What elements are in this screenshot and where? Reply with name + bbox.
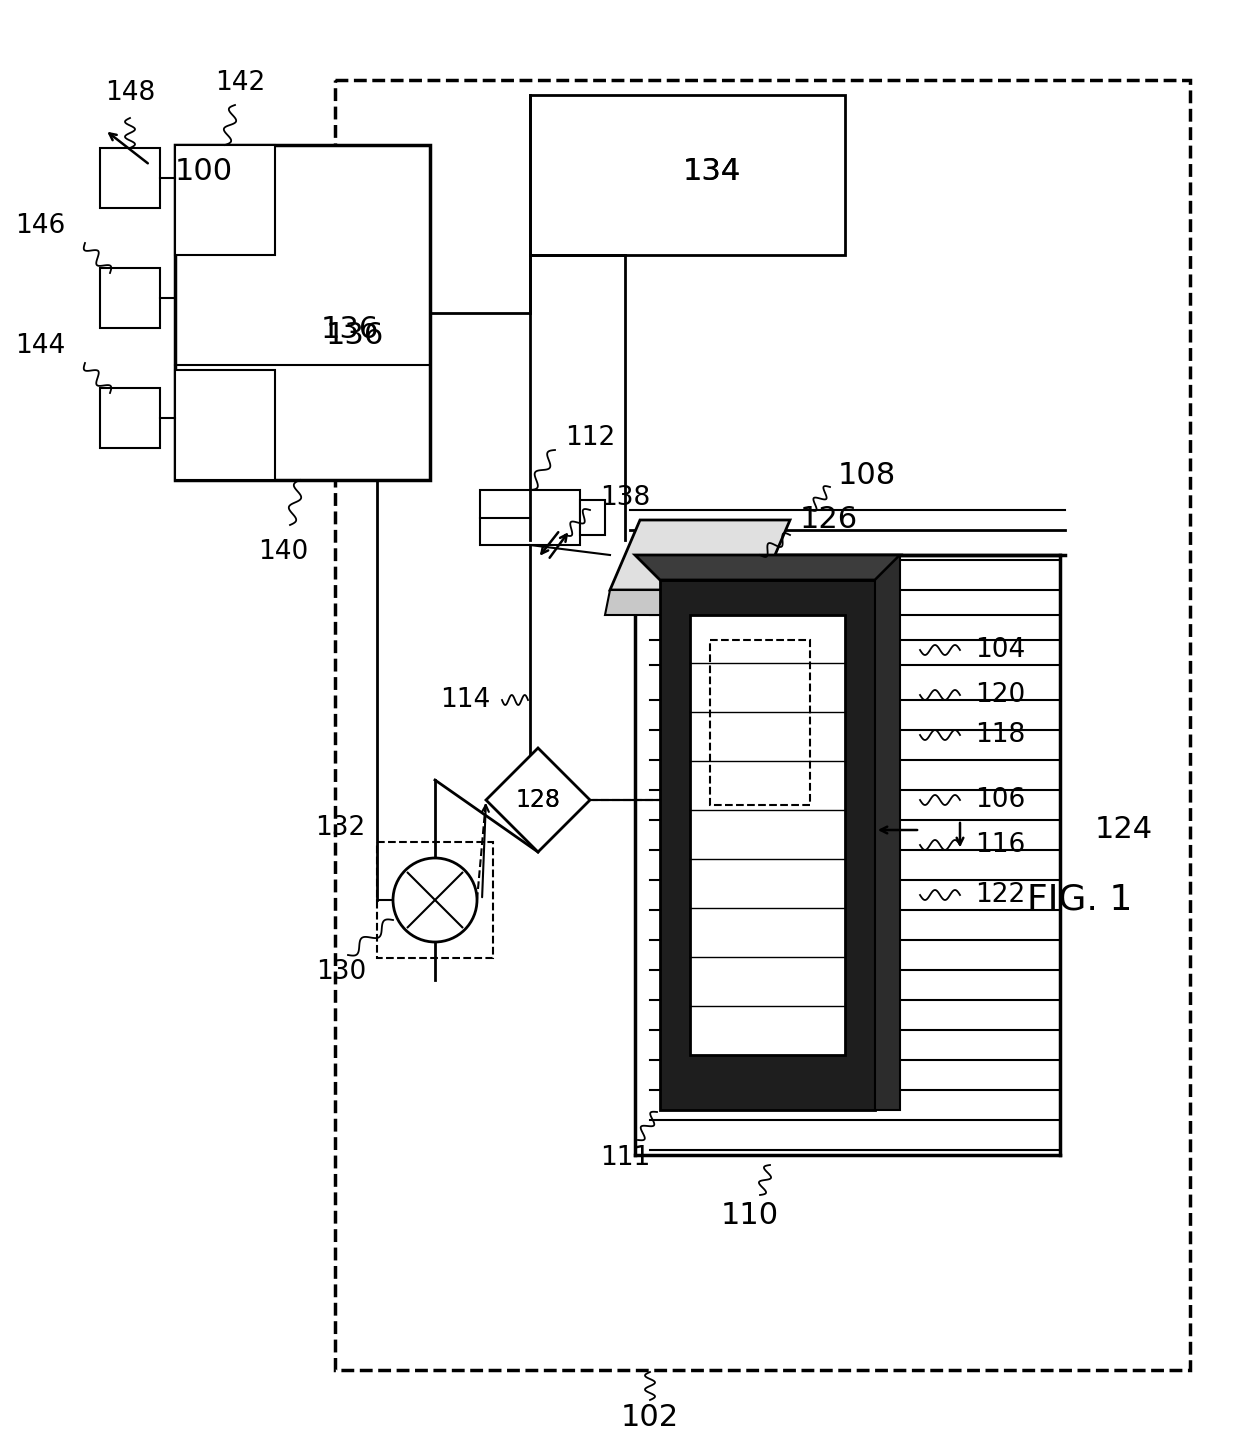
Polygon shape bbox=[610, 520, 790, 590]
Bar bbox=[711, 640, 810, 805]
Bar bbox=[529, 95, 844, 254]
Bar bbox=[660, 579, 875, 1110]
Text: 128: 128 bbox=[516, 788, 560, 812]
Text: 111: 111 bbox=[600, 1144, 650, 1170]
Text: 108: 108 bbox=[838, 461, 897, 490]
Bar bbox=[625, 116, 800, 230]
Bar bbox=[175, 144, 430, 480]
Text: 120: 120 bbox=[975, 682, 1025, 708]
Text: 116: 116 bbox=[975, 832, 1025, 858]
Bar bbox=[689, 616, 844, 1055]
Text: FIG. 1: FIG. 1 bbox=[1027, 883, 1132, 918]
Polygon shape bbox=[875, 555, 900, 1110]
Bar bbox=[377, 842, 494, 958]
Text: 146: 146 bbox=[15, 212, 64, 238]
Text: 106: 106 bbox=[975, 788, 1025, 814]
Text: 122: 122 bbox=[975, 881, 1025, 907]
Text: 126: 126 bbox=[800, 506, 858, 535]
Text: 142: 142 bbox=[215, 69, 265, 95]
Text: 140: 140 bbox=[258, 539, 308, 565]
Text: 148: 148 bbox=[105, 79, 155, 105]
Bar bbox=[175, 370, 275, 480]
Text: 138: 138 bbox=[600, 486, 650, 512]
Text: 136: 136 bbox=[326, 321, 384, 350]
Text: 112: 112 bbox=[565, 425, 615, 451]
Text: 134: 134 bbox=[683, 158, 742, 186]
Text: 100: 100 bbox=[175, 158, 233, 186]
Bar bbox=[480, 490, 580, 545]
Text: 110: 110 bbox=[720, 1201, 779, 1230]
Text: 102: 102 bbox=[621, 1403, 680, 1432]
Bar bbox=[100, 389, 160, 448]
Polygon shape bbox=[486, 749, 590, 853]
Circle shape bbox=[393, 858, 477, 942]
Text: 118: 118 bbox=[975, 722, 1025, 749]
Bar bbox=[100, 267, 160, 328]
Bar bbox=[175, 144, 275, 254]
Text: 134: 134 bbox=[683, 158, 742, 186]
Bar bbox=[580, 500, 605, 535]
Text: 136: 136 bbox=[321, 315, 379, 344]
Polygon shape bbox=[635, 555, 900, 579]
Text: 132: 132 bbox=[315, 815, 365, 841]
Text: 114: 114 bbox=[440, 686, 490, 712]
Bar bbox=[100, 147, 160, 208]
Text: 104: 104 bbox=[975, 637, 1025, 663]
Polygon shape bbox=[605, 590, 760, 616]
Text: 124: 124 bbox=[1095, 815, 1153, 844]
Text: 128: 128 bbox=[516, 788, 560, 812]
Bar bbox=[335, 79, 1190, 1370]
Text: 144: 144 bbox=[15, 332, 64, 358]
Text: 130: 130 bbox=[316, 959, 366, 985]
